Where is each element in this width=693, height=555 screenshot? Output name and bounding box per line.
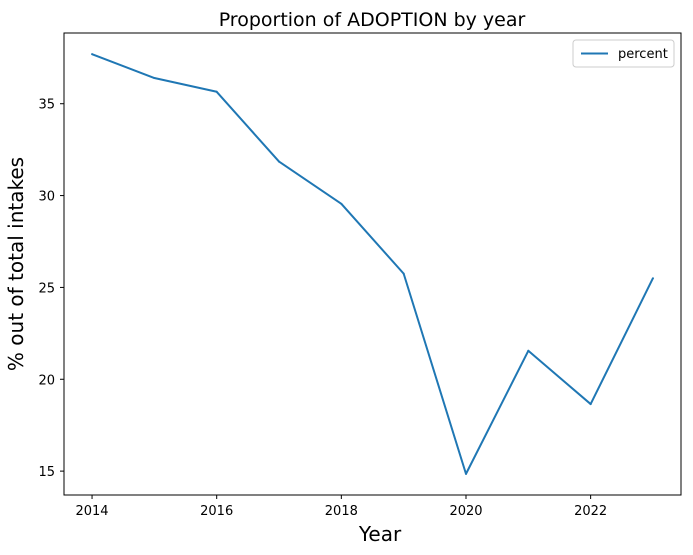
data-point: [340, 202, 343, 205]
data-point: [589, 403, 592, 406]
data-point: [278, 160, 281, 163]
x-axis-ticks: 2014 2016 2018 2020 2022: [75, 495, 607, 519]
y-tick-label: 25: [38, 281, 55, 296]
x-tick-label: 2014: [75, 504, 108, 519]
data-point: [215, 90, 218, 93]
legend-label: percent: [618, 47, 668, 62]
y-axis-label: % out of total intakes: [4, 157, 28, 371]
chart-title: Proportion of ADOPTION by year: [219, 9, 526, 31]
x-tick-label: 2016: [200, 504, 233, 519]
data-point: [402, 272, 405, 275]
data-point: [153, 77, 156, 80]
series-layer: [91, 53, 654, 475]
plot-area: [63, 32, 682, 496]
y-tick-label: 15: [38, 465, 55, 480]
data-point: [91, 53, 94, 56]
y-tick-label: 20: [38, 373, 55, 388]
y-tick-label: 35: [38, 98, 55, 113]
legend: percent: [572, 39, 675, 68]
series-line-percent: [91, 53, 654, 475]
legend-box: [572, 39, 675, 68]
data-point: [464, 472, 467, 475]
x-tick-label: 2018: [325, 504, 358, 519]
data-point: [651, 277, 654, 280]
y-tick-label: 30: [38, 190, 55, 205]
y-axis-ticks: 15 20 25 30 35: [38, 98, 64, 480]
x-tick-label: 2020: [449, 504, 482, 519]
x-tick-label: 2022: [574, 504, 607, 519]
data-point: [527, 349, 530, 352]
x-axis-label: Year: [358, 522, 402, 546]
